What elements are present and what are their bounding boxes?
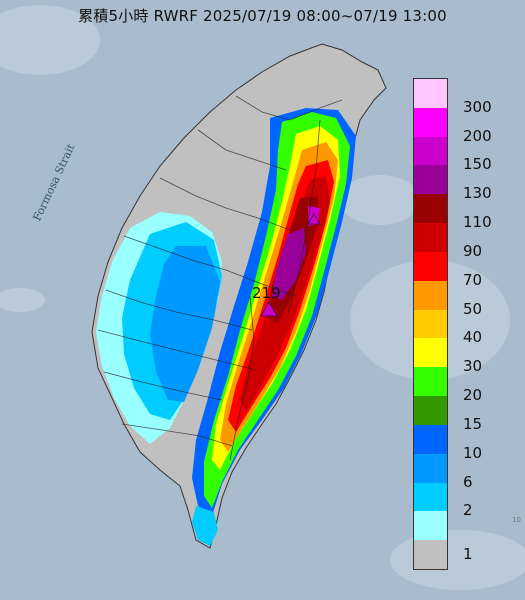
max-rainfall-value: 219 (252, 284, 281, 302)
legend-swatch (414, 79, 447, 108)
legend-label: 200 (463, 126, 492, 145)
legend-label: 6 (463, 472, 473, 491)
legend-label: 40 (463, 328, 483, 347)
map-title: 累積5小時 RWRF 2025/07/19 08:00~07/19 13:00 (78, 7, 447, 25)
legend-swatch (414, 223, 447, 253)
legend-swatch (414, 482, 447, 512)
rain-south-tip (192, 506, 218, 546)
legend-label: 90 (463, 241, 483, 260)
legend-swatch (414, 338, 447, 368)
county-boundaries (97, 95, 343, 461)
max-rainfall-marker (260, 300, 278, 317)
legend-swatch (414, 136, 447, 166)
legend-swatch (414, 280, 447, 310)
legend-label: 130 (463, 184, 492, 203)
legend-label: 30 (463, 357, 483, 376)
legend-label: 15 (463, 414, 483, 433)
legend-label: 110 (463, 213, 492, 232)
legend-swatch (414, 396, 447, 426)
legend-swatch (414, 107, 447, 137)
legend-label: 10 (463, 443, 483, 462)
legend-label: 300 (463, 97, 492, 116)
legend-swatch (414, 424, 447, 454)
cloud-texture (0, 5, 525, 590)
legend-swatch (414, 453, 447, 483)
legend-label: 1 (463, 544, 473, 563)
legend-swatch (414, 511, 447, 541)
color-legend (413, 78, 448, 570)
rain-6mm-west (150, 246, 220, 402)
legend-swatch (414, 251, 447, 281)
corner-mark: 10 (512, 516, 521, 524)
legend-swatch (414, 165, 447, 195)
secondary-max-marker (307, 213, 321, 225)
rain-130mm-core (272, 228, 306, 300)
legend-label: 50 (463, 299, 483, 318)
legend-label: 2 (463, 501, 473, 520)
legend-label: 20 (463, 386, 483, 405)
legend-label: 70 (463, 270, 483, 289)
legend-swatch (414, 194, 447, 224)
legend-label: 150 (463, 155, 492, 174)
legend-swatch (414, 309, 447, 339)
legend-swatch (414, 367, 447, 397)
legend-swatch (414, 540, 447, 570)
